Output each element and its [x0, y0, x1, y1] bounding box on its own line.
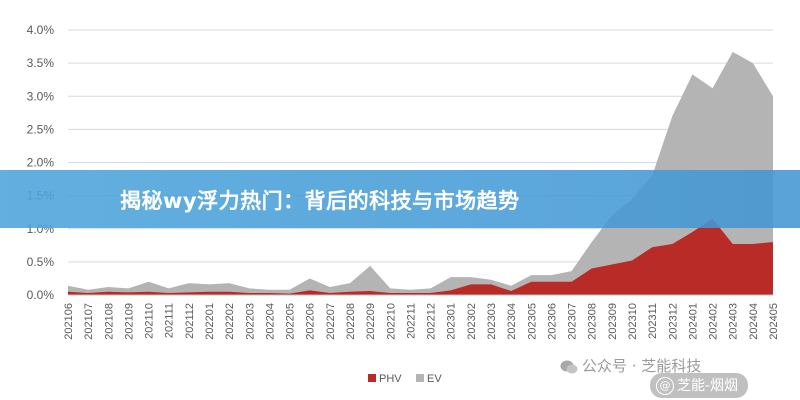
- x-tick-label: 202208: [345, 303, 357, 340]
- x-tick-label: 202309: [607, 303, 619, 340]
- weibo-watermark: @ 芝能-烟烟: [650, 373, 749, 398]
- x-tick-label: 202106: [63, 303, 75, 340]
- x-tick-label: 202307: [567, 303, 579, 340]
- x-tick-label: 202108: [103, 303, 115, 340]
- y-tick-label: 0.5%: [27, 255, 55, 269]
- x-tick-label: 202401: [687, 303, 699, 340]
- x-tick-label: 202212: [426, 303, 438, 340]
- x-tick-label: 202306: [546, 303, 558, 340]
- x-tick-label: 202112: [184, 303, 196, 339]
- x-tick-label: 202205: [285, 303, 297, 340]
- x-tick-label: 202312: [667, 303, 679, 340]
- x-tick-label: 202303: [486, 303, 498, 340]
- weibo-watermark-text: 芝能-烟烟: [677, 378, 739, 394]
- x-tick-label: 202202: [224, 303, 236, 340]
- y-tick-labels: 0.0%0.5%1.0%1.5%2.0%2.5%3.0%3.5%4.0%: [27, 23, 55, 302]
- x-tick-label: 202210: [385, 303, 397, 340]
- legend-label-ev: EV: [427, 373, 442, 385]
- x-tick-label: 202404: [748, 303, 760, 340]
- y-tick-label: 3.0%: [27, 89, 55, 103]
- x-tick-label: 202201: [204, 303, 216, 340]
- x-tick-label: 202304: [506, 303, 518, 340]
- x-tick-labels: 202106 202107 202108 202109 202110 202111 2021…: [63, 303, 780, 340]
- x-tick-label: 202301: [446, 303, 458, 340]
- at-icon: @: [656, 377, 674, 395]
- y-tick-label: 4.0%: [27, 23, 55, 37]
- x-tick-label: 202203: [244, 303, 256, 340]
- y-tick-label: 2.0%: [27, 156, 55, 170]
- y-tick-label: 0.0%: [27, 288, 55, 302]
- legend-swatch-phv: [368, 374, 376, 382]
- x-tick-label: 202305: [526, 303, 538, 340]
- series-area-phv: [68, 218, 773, 295]
- wechat-watermark: 公众号 · 芝能科技: [560, 355, 701, 376]
- x-tick-label: 202107: [83, 303, 95, 340]
- x-tick-label: 202402: [708, 303, 720, 340]
- chart-areas: [68, 51, 773, 295]
- x-tick-label: 202310: [627, 303, 639, 340]
- x-tick-label: 202206: [305, 303, 317, 340]
- x-tick-label: 202211: [405, 303, 417, 339]
- x-tick-label: 202405: [768, 303, 780, 340]
- x-tick-label: 202110: [144, 303, 156, 339]
- x-tick-label: 202109: [123, 303, 135, 340]
- x-tick-label: 202302: [466, 303, 478, 340]
- x-tick-label: 202209: [365, 303, 377, 340]
- legend-label-phv: PHV: [379, 373, 402, 385]
- banner-title: 揭秘wy浮力热门：背后的科技与市场趋势: [120, 189, 520, 213]
- title-banner: 揭秘wy浮力热门：背后的科技与市场趋势: [0, 170, 800, 228]
- legend: PHV EV: [368, 373, 442, 385]
- y-tick-label: 3.5%: [27, 56, 55, 70]
- legend-swatch-ev: [416, 374, 424, 382]
- y-tick-label: 2.5%: [27, 122, 55, 136]
- x-tick-label: 202111: [164, 303, 176, 338]
- wechat-watermark-text: 公众号 · 芝能科技: [582, 357, 702, 375]
- x-tick-label: 202403: [728, 303, 740, 340]
- wechat-icon: [560, 360, 578, 373]
- x-tick-label: 202311: [647, 303, 659, 339]
- x-tick-label: 202207: [325, 303, 337, 340]
- x-tick-label: 202204: [264, 303, 276, 340]
- x-tick-label: 202308: [587, 303, 599, 340]
